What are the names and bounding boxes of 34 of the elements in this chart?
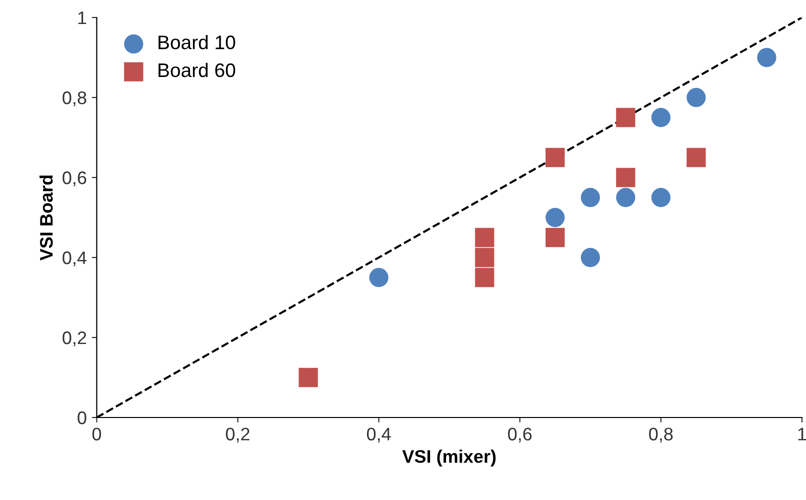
x-tick-label: 0,4	[366, 428, 391, 443]
point	[475, 228, 494, 248]
point	[546, 228, 565, 248]
point	[616, 188, 636, 208]
point	[651, 108, 670, 128]
y-tick-label: 0,4	[62, 251, 86, 266]
point	[475, 248, 494, 268]
point	[298, 368, 318, 388]
point	[580, 188, 600, 208]
x-axis-title: VSI (mixer)	[402, 450, 496, 466]
x-tick-label: 0,2	[226, 428, 250, 443]
y-tick-label: 0,6	[62, 171, 86, 186]
point	[651, 188, 670, 208]
y-tick-label: 1	[78, 12, 86, 24]
legend-label: Board 60	[158, 62, 236, 78]
point	[686, 88, 706, 108]
point	[546, 208, 565, 228]
point	[686, 148, 706, 168]
point	[475, 268, 494, 288]
point	[616, 168, 636, 188]
x-tick-label: 0,6	[508, 428, 532, 443]
x-tick-label: 1	[798, 428, 806, 440]
point	[546, 148, 565, 168]
point	[757, 48, 776, 68]
x-tick-label: 0,8	[649, 428, 673, 443]
point	[580, 248, 600, 268]
x-tick-label: 0	[92, 428, 102, 440]
y-tick-label: 0	[78, 411, 86, 424]
legend-label: Board 10	[158, 35, 236, 50]
y-tick-label: 0,2	[62, 331, 86, 346]
point	[369, 268, 388, 288]
point	[616, 108, 636, 128]
y-axis-title: VSI Board	[40, 176, 53, 261]
y-tick-label: 0,8	[62, 91, 86, 106]
